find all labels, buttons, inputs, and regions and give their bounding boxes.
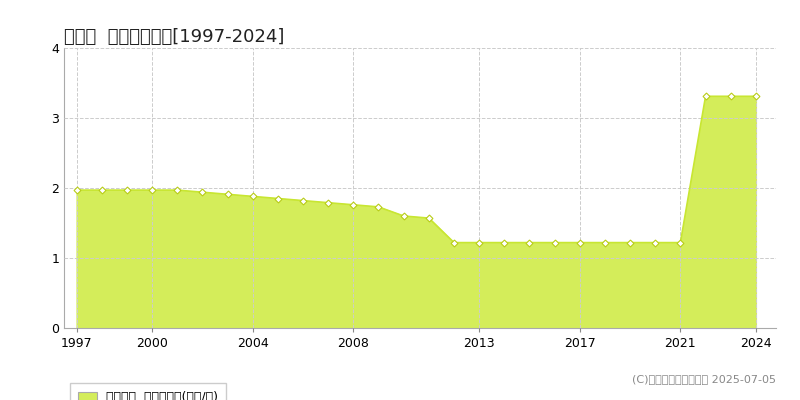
Text: 川内村  基準地価推移[1997-2024]: 川内村 基準地価推移[1997-2024] — [64, 28, 284, 46]
Text: (C)土地価格ドットコム 2025-07-05: (C)土地価格ドットコム 2025-07-05 — [632, 374, 776, 384]
Legend: 基準地価  平均坪単価(万円/坪): 基準地価 平均坪単価(万円/坪) — [70, 383, 226, 400]
